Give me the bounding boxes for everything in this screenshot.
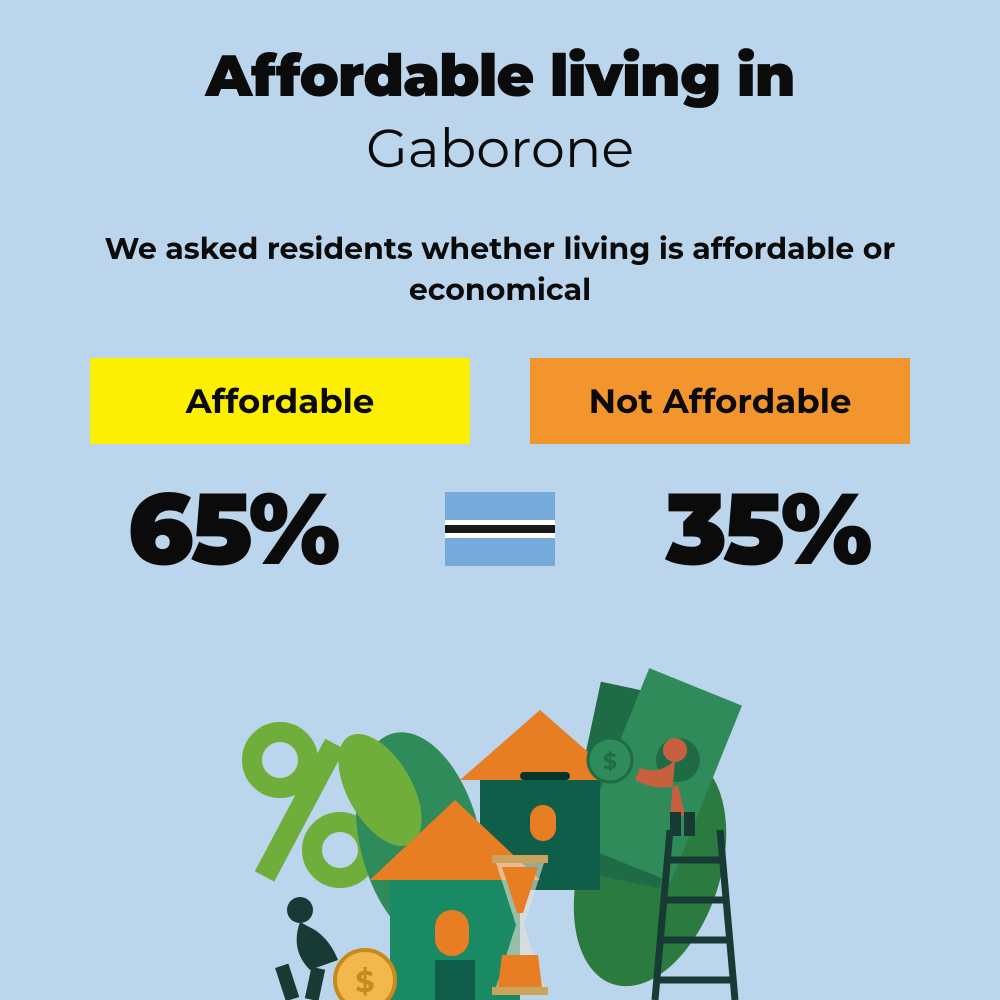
- not-affordable-pill: Not Affordable: [530, 358, 910, 444]
- percent-row: 65% 35%: [60, 468, 940, 590]
- flag-bottom: [445, 538, 555, 566]
- affordable-pill: Affordable: [90, 358, 470, 444]
- pill-row: Affordable Not Affordable: [60, 358, 940, 444]
- title-line2: Gaborone: [60, 115, 940, 181]
- svg-text:$: $: [603, 748, 617, 775]
- affordable-percent: 65%: [60, 468, 405, 590]
- botswana-flag-icon: [445, 492, 555, 566]
- flag-black: [445, 525, 555, 533]
- svg-text:$: $: [355, 963, 374, 1000]
- person-left-icon: $: [275, 897, 395, 1000]
- affordability-illustration: $ $: [180, 640, 820, 1000]
- title-line1: Affordable living in: [60, 40, 940, 111]
- not-affordable-percent: 35%: [595, 468, 940, 590]
- subtitle-text: We asked residents whether living is aff…: [60, 229, 940, 310]
- flag-top: [445, 492, 555, 520]
